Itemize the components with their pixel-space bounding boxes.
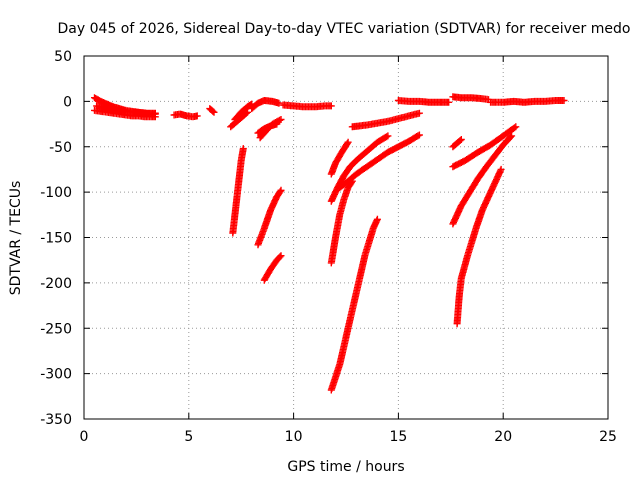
series-arc-12 — [279, 101, 335, 111]
plus-marker — [242, 109, 250, 117]
y-tick-label: 0 — [63, 94, 72, 110]
y-tick-label: -350 — [40, 412, 72, 428]
series-arc-21 — [394, 97, 453, 106]
x-tick-label: 0 — [80, 429, 89, 445]
plus-marker — [273, 120, 281, 128]
plus-marker — [445, 98, 453, 106]
plus-marker — [560, 97, 568, 104]
plus-marker — [327, 102, 335, 110]
plus-marker — [151, 109, 159, 117]
plus-marker — [508, 132, 516, 140]
series-arc-24 — [449, 132, 516, 228]
series-arc-11 — [254, 120, 281, 137]
plus-marker — [511, 124, 518, 132]
x-tick-label: 5 — [184, 429, 193, 445]
plus-marker — [239, 145, 247, 153]
series-arc-26 — [453, 165, 505, 328]
series-arc-14 — [260, 252, 285, 284]
y-tick-label: 50 — [54, 49, 72, 65]
series-arc-20 — [348, 109, 423, 131]
y-tick-label: -250 — [40, 321, 72, 337]
series-arc-18 — [327, 138, 352, 178]
series-arc-6 — [229, 145, 247, 237]
x-tick-label: 15 — [389, 429, 407, 445]
axis-ticks: 0 5 10 15 20 25 50 0 -50 -100 -150 -200 -250 -300 -350 — [40, 49, 617, 445]
plus-marker — [275, 99, 283, 107]
series-arc-15 — [327, 215, 381, 394]
plus-marker — [343, 140, 351, 147]
y-tick-label: -300 — [40, 367, 72, 383]
plus-marker — [497, 165, 505, 173]
series-arc-25 — [449, 123, 520, 171]
plus-marker — [209, 107, 217, 115]
plus-marker — [276, 253, 284, 261]
plus-marker — [415, 109, 423, 117]
series-arc-8 — [227, 108, 251, 131]
series-arc-3 — [93, 102, 159, 117]
series-arc-4 — [170, 110, 201, 121]
series-arc-5 — [206, 105, 218, 116]
y-tick-label: -150 — [40, 231, 72, 247]
x-tick-label: 25 — [599, 429, 617, 445]
series-arc-9 — [248, 97, 283, 113]
chart-title: Day 045 of 2026, Sidereal Day-to-day VTE… — [58, 21, 631, 37]
series-arc-17 — [327, 132, 392, 205]
y-tick-label: -100 — [40, 185, 72, 201]
plus-marker — [507, 133, 514, 141]
plus-marker — [384, 132, 392, 140]
plus-marker — [344, 138, 352, 146]
plus-marker — [512, 123, 520, 131]
plot-frame — [83, 55, 609, 420]
plus-marker — [373, 215, 381, 223]
plus-marker — [276, 116, 284, 124]
series-arc-19 — [336, 131, 423, 192]
y-axis-label: SDTVAR / TECUs — [8, 181, 24, 296]
series-arc-23 — [449, 136, 465, 151]
plus-marker — [244, 108, 251, 116]
plus-marker — [277, 186, 285, 194]
series-arc-27 — [487, 97, 568, 106]
plus-marker — [456, 137, 464, 144]
plus-marker — [276, 188, 284, 196]
plus-marker — [210, 108, 218, 116]
plus-marker — [193, 112, 201, 120]
y-tick-label: -200 — [40, 276, 72, 292]
series-arc-22 — [449, 93, 492, 104]
data-marks — [91, 93, 568, 394]
y-tick-label: -50 — [49, 140, 72, 156]
series-arc-13 — [254, 186, 285, 249]
plus-marker — [383, 133, 391, 141]
x-tick-label: 10 — [285, 429, 303, 445]
x-axis-label: GPS time / hours — [287, 459, 404, 475]
grid — [84, 56, 608, 419]
plus-marker — [277, 116, 285, 123]
plus-marker — [415, 131, 423, 139]
plus-marker — [457, 136, 465, 143]
x-tick-label: 20 — [494, 429, 512, 445]
series-arc-16 — [327, 177, 356, 267]
plus-marker — [277, 252, 285, 260]
